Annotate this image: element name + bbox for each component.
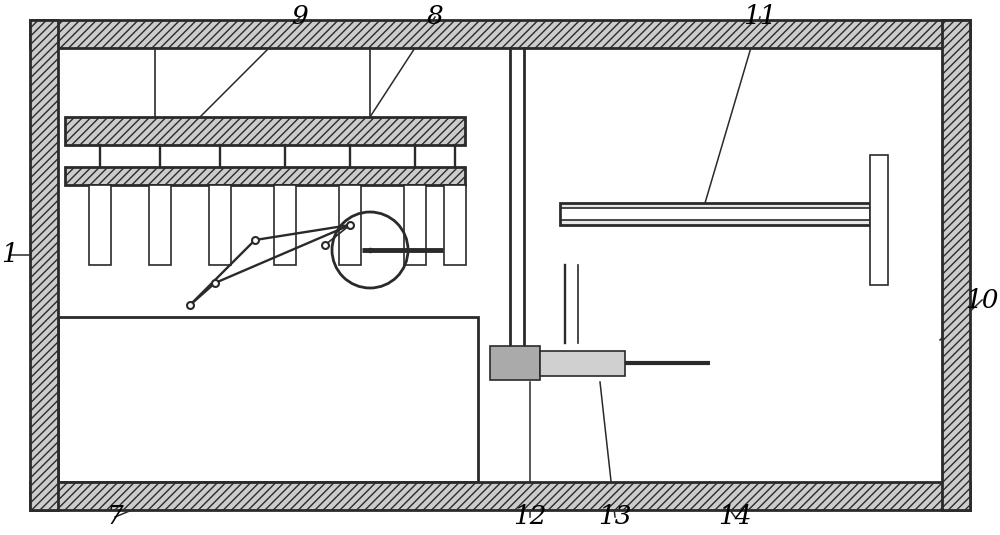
Bar [65, 167, 465, 185]
Bar [149, 185, 171, 265]
Bar [274, 185, 296, 265]
Text: 13: 13 [598, 505, 632, 530]
Bar [490, 346, 540, 380]
Text: 12: 12 [513, 505, 547, 530]
Bar [30, 20, 970, 48]
Bar [30, 482, 970, 510]
Text: 10: 10 [965, 287, 999, 312]
Text: 11: 11 [743, 4, 777, 29]
Text: 14: 14 [718, 505, 752, 530]
Bar [58, 317, 478, 482]
Bar [65, 117, 465, 145]
Bar [540, 351, 625, 376]
Bar [89, 185, 111, 265]
Text: 1: 1 [2, 242, 18, 268]
Bar [339, 185, 361, 265]
Bar [561, 208, 870, 220]
Text: 7: 7 [107, 505, 123, 530]
Text: 8: 8 [427, 4, 443, 29]
Bar [444, 185, 466, 265]
Bar [870, 155, 888, 285]
Bar [942, 20, 970, 510]
Bar [560, 203, 870, 225]
Bar [209, 185, 231, 265]
Text: 9: 9 [292, 4, 308, 29]
Bar [30, 20, 58, 510]
Bar [404, 185, 426, 265]
